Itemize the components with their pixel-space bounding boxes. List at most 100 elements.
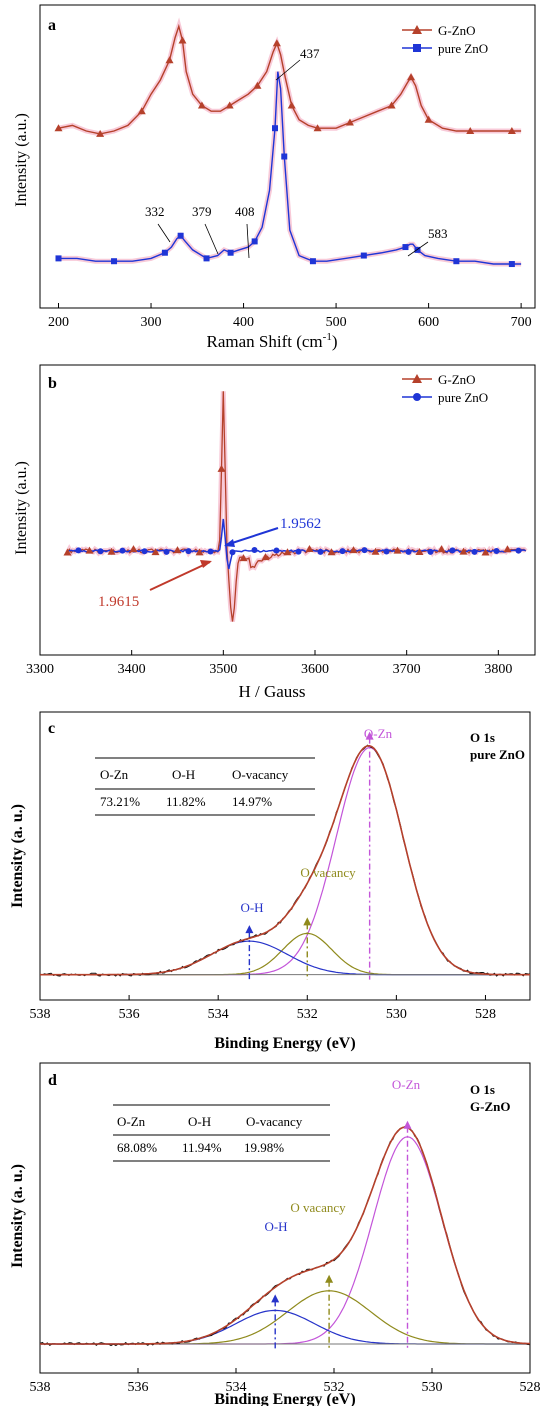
peak-marker-arrow — [403, 1120, 412, 1129]
data-point — [163, 548, 170, 555]
data-point — [281, 153, 288, 160]
panel-c-label: c — [48, 720, 55, 737]
fit-peak-o-vacancy — [40, 932, 530, 976]
data-point — [515, 547, 522, 554]
raw-spectrum — [39, 1125, 531, 1347]
panel-c-ylabel: Intensity (a. u.) — [9, 804, 26, 908]
arrow-332 — [157, 223, 171, 243]
x-tick-label: 600 — [418, 315, 439, 330]
panel-c-plot-frame — [39, 711, 531, 1001]
data-point — [471, 548, 478, 555]
fit-peak-o-h — [40, 940, 530, 976]
peak-label-o-zn: O-Zn — [364, 726, 393, 741]
series-line-g-zno — [58, 23, 522, 135]
panel-a-annotations — [157, 59, 429, 259]
data-point — [508, 261, 515, 268]
panel-a-plot-frame — [39, 4, 536, 309]
data-point — [309, 258, 316, 265]
arrow-1-9615 — [149, 561, 211, 591]
panel-d-label: d — [48, 1072, 57, 1089]
panel-d-series — [39, 1120, 531, 1349]
panel-d-xps-g: 538 536 534 532 530 528 d O 1s G-ZnO Intensit… — [9, 1062, 541, 1406]
peak-label-o-h: O-H — [240, 900, 263, 915]
data-point — [85, 546, 94, 554]
fit-envelope — [40, 1126, 531, 1345]
arrow-408 — [246, 223, 250, 259]
data-point — [414, 246, 421, 253]
data-point — [453, 258, 460, 265]
data-point — [493, 548, 500, 555]
data-point — [503, 545, 512, 553]
x-tick-label: 534 — [226, 1380, 247, 1395]
fit-envelope — [40, 744, 530, 976]
data-point — [251, 547, 258, 554]
x-tick-label: 538 — [30, 1007, 51, 1022]
data-point — [283, 548, 292, 556]
peak-marker-arrow — [245, 925, 254, 934]
data-point — [405, 548, 412, 555]
fit-peak-o-h — [40, 1309, 530, 1345]
data-point — [207, 548, 214, 555]
panel-c-xps-pure: 538 536 534 532 530 528 c O 1s pure ZnO Inten… — [9, 711, 531, 1052]
panel-d-xlabel: Binding Energy (eV) — [214, 1391, 355, 1406]
arrow-379 — [204, 223, 219, 255]
x-tick-label: 530 — [422, 1380, 443, 1395]
panel-d-corner-title: O 1s — [470, 1082, 495, 1097]
x-tick-label: 500 — [326, 315, 347, 330]
panel-d-corner-subtitle: G-ZnO — [470, 1099, 510, 1114]
data-point — [173, 546, 182, 554]
annotation-408: 408 — [235, 204, 255, 219]
legend-label-g-zno: G-ZnO — [438, 23, 476, 38]
panel-b-label: b — [48, 375, 57, 392]
peak-label-o-vacancy: O vacancy — [290, 1200, 346, 1215]
x-tick-label: 3800 — [484, 662, 512, 677]
data-point — [178, 36, 187, 44]
panel-a-xlabel-end: ) — [332, 332, 338, 351]
data-point — [195, 548, 204, 556]
data-point — [383, 548, 390, 555]
data-point — [75, 547, 82, 554]
data-point — [272, 125, 279, 132]
panel-b-xlabel: H / Gauss — [238, 682, 305, 701]
data-point — [129, 545, 138, 553]
panel-a-series — [58, 17, 522, 267]
legend-triangle-marker — [412, 25, 422, 34]
arrow-head-1-9615 — [200, 560, 212, 568]
legend-label-pure-zno: pure ZnO — [438, 390, 488, 405]
data-point — [161, 249, 168, 256]
data-point — [402, 244, 409, 251]
data-point — [305, 545, 314, 553]
panel-d-table: O-Zn O-H O-vacancy 68.08% 11.94% 19.98% — [113, 1104, 330, 1162]
panel-a-xlabel-main: Raman Shift (cm — [207, 332, 323, 351]
peak-label-o-h: O-H — [264, 1219, 287, 1234]
data-point — [225, 101, 234, 109]
table-header-o-vacancy: O-vacancy — [246, 1114, 303, 1129]
data-point — [54, 124, 63, 132]
peak-label-o-zn: O-Zn — [392, 1077, 421, 1092]
x-tick-label: 528 — [475, 1007, 496, 1022]
panel-b-series — [63, 391, 528, 622]
data-point — [327, 548, 336, 556]
x-tick-label: 300 — [141, 315, 162, 330]
data-point — [96, 129, 105, 137]
table-header-o-h: O-H — [188, 1114, 211, 1129]
data-point — [165, 56, 174, 64]
annotation-437: 437 — [300, 46, 320, 61]
annotation-1-9615: 1.9615 — [98, 594, 139, 610]
data-point — [313, 124, 322, 132]
x-tick-label: 3300 — [26, 662, 54, 677]
data-point — [393, 546, 402, 554]
data-point — [360, 252, 367, 259]
legend-circle-marker — [413, 393, 421, 401]
panel-a-label: a — [48, 17, 56, 34]
peak-marker-arrow — [271, 1294, 280, 1303]
legend-triangle-marker — [412, 374, 422, 383]
data-point — [217, 464, 226, 472]
table-header-o-zn: O-Zn — [100, 767, 129, 782]
table-header-o-vacancy: O-vacancy — [232, 767, 289, 782]
series-halo — [65, 391, 528, 622]
x-tick-label: 3400 — [118, 662, 146, 677]
peak-marker-arrow — [303, 917, 312, 926]
panel-c-corner-subtitle: pure ZnO — [470, 747, 525, 762]
panel-a-raman: 200 300 400 500 600 700 a Intensity (a.u.) Ra… — [13, 4, 536, 351]
